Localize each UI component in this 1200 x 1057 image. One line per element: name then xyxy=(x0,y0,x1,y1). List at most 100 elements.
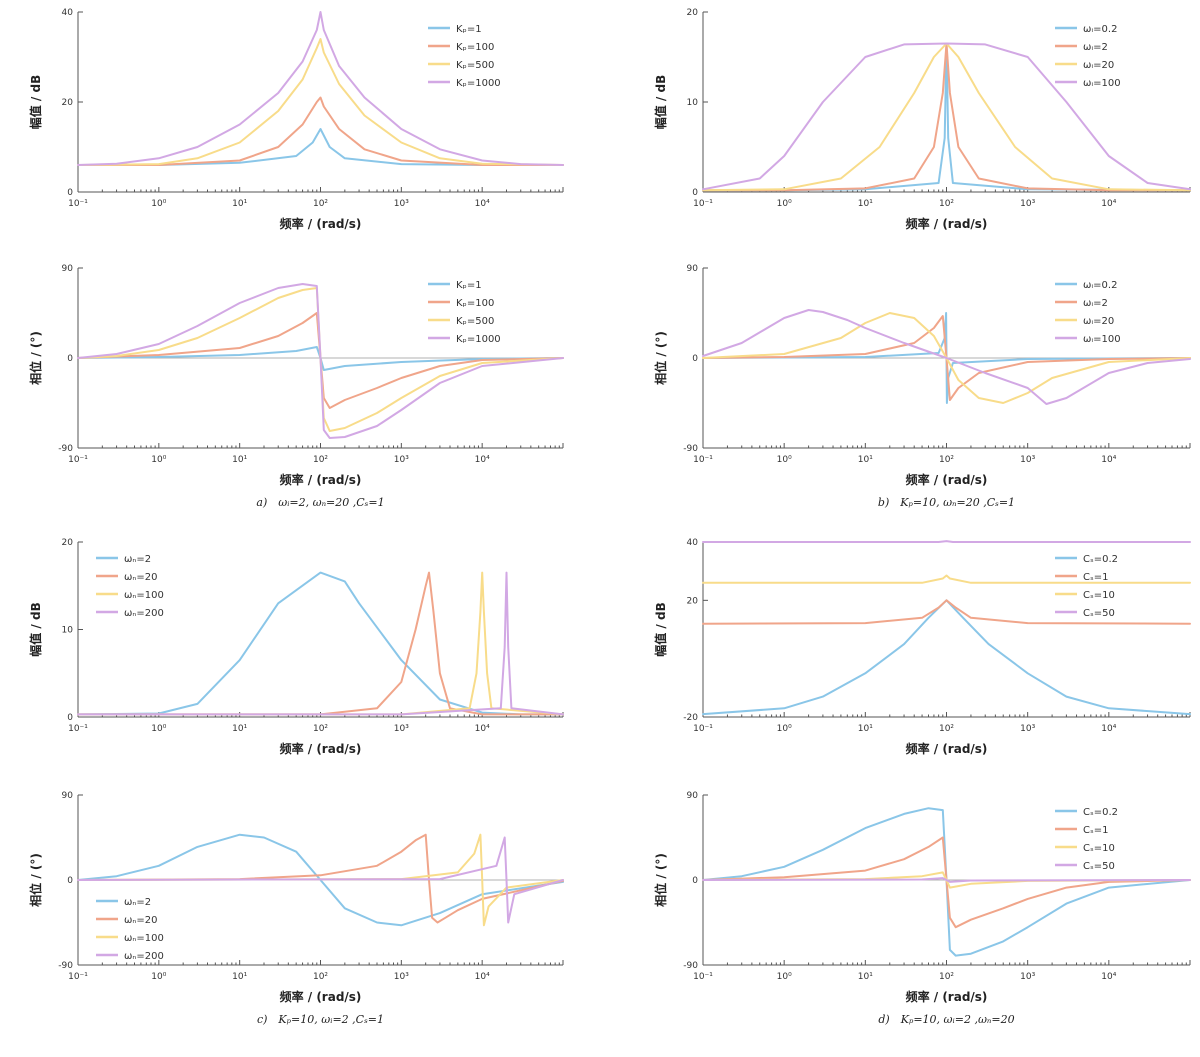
legend-label: Cₛ=0.2 xyxy=(1083,554,1118,565)
x-tick-label: 10² xyxy=(939,972,954,982)
legend-label: ωₙ=20 xyxy=(124,915,157,926)
chart-d-phase: 10⁻¹ 10⁰ 10¹ 10² 10³ 10⁴ 90 0 -90 频率 / (rad/s) 相位 … xyxy=(653,791,1191,1026)
y-tick-label: 0 xyxy=(67,188,73,198)
x-tick-label: 10⁻¹ xyxy=(693,199,713,209)
legend-label: Kₚ=500 xyxy=(456,60,494,71)
legend-label: ωᵢ=2 xyxy=(1083,298,1108,309)
legend-label: Cₛ=50 xyxy=(1083,861,1115,872)
x-tick-label: 10¹ xyxy=(232,455,247,465)
x-tick-label: 10⁰ xyxy=(777,455,792,465)
x-tick-label: 10⁴ xyxy=(475,972,490,982)
series-line xyxy=(702,599,1191,716)
x-tick-label: 10⁰ xyxy=(777,724,792,734)
x-tick-label: 10¹ xyxy=(858,972,873,982)
y-axis-label: 幅值 / dB xyxy=(653,602,668,656)
x-tick-label: 10¹ xyxy=(858,724,873,734)
y-axis-label: 幅值 / dB xyxy=(28,75,43,129)
series-line xyxy=(702,599,1191,625)
x-axis-label: 频率 / (rad/s) xyxy=(906,741,988,756)
x-tick-label: 10¹ xyxy=(232,724,247,734)
x-axis-label: 频率 / (rad/s) xyxy=(906,216,988,231)
legend-label: Cₛ=1 xyxy=(1083,825,1108,836)
y-tick-label: 0 xyxy=(67,713,73,723)
series-line xyxy=(77,833,564,927)
series-line xyxy=(77,38,564,166)
x-tick-label: 10⁴ xyxy=(1101,199,1116,209)
panel-caption: a) ωᵢ=2, ωₙ=20 ,Cₛ=1 xyxy=(256,496,384,509)
series-line xyxy=(77,571,564,716)
x-axis-label: 频率 / (rad/s) xyxy=(906,472,988,487)
y-tick-label: 90 xyxy=(687,264,699,274)
y-tick-label: -90 xyxy=(683,961,698,971)
legend-label: ωₙ=200 xyxy=(124,608,164,619)
x-tick-label: 10³ xyxy=(1020,972,1035,982)
legend-label: Cₛ=0.2 xyxy=(1083,807,1118,818)
x-tick-label: 10¹ xyxy=(858,199,873,209)
x-tick-label: 10² xyxy=(313,724,328,734)
chart-b-phase: 10⁻¹ 10⁰ 10¹ 10² 10³ 10⁴ 90 0 -90 频率 / (rad/s) 相位 … xyxy=(653,264,1191,509)
legend: ωₙ=2 ωₙ=20 ωₙ=100 ωₙ=200 xyxy=(96,897,164,962)
legend-label: ωₙ=200 xyxy=(124,951,164,962)
legend: Cₛ=0.2 Cₛ=1 Cₛ=10 Cₛ=50 xyxy=(1055,554,1118,619)
legend-label: ωᵢ=20 xyxy=(1083,60,1114,71)
y-axis-label: 幅值 / dB xyxy=(28,602,43,656)
legend-label: ωᵢ=100 xyxy=(1083,78,1121,89)
series-line xyxy=(77,283,564,439)
y-tick-label: 20 xyxy=(687,596,699,606)
x-tick-label: 10³ xyxy=(394,199,409,209)
x-tick-label: 10² xyxy=(313,199,328,209)
x-tick-label: 10³ xyxy=(1020,724,1035,734)
legend: ωₙ=2 ωₙ=20 ωₙ=100 ωₙ=200 xyxy=(96,554,164,619)
legend-label: ωₙ=100 xyxy=(124,590,164,601)
y-tick-label: 0 xyxy=(692,188,698,198)
series-line xyxy=(702,309,1191,405)
legend-label: Kₚ=500 xyxy=(456,316,494,327)
x-axis-label: 频率 / (rad/s) xyxy=(280,216,362,231)
panel-caption: c) Kₚ=10, ωᵢ=2 ,Cₛ=1 xyxy=(257,1013,384,1026)
legend-label: ωᵢ=20 xyxy=(1083,316,1114,327)
series-line xyxy=(77,312,564,409)
series-line xyxy=(702,42,1191,191)
x-tick-label: 10³ xyxy=(394,455,409,465)
x-tick-label: 10³ xyxy=(1020,455,1035,465)
series-line xyxy=(702,540,1191,543)
legend-label: ωᵢ=0.2 xyxy=(1083,24,1117,35)
chart-a-mag: 10⁻¹ 10⁰ 10¹ 10² 10³ 10⁴ 0 20 40 频率 / (rad/s) 幅值 /… xyxy=(28,8,564,231)
series-line xyxy=(77,11,564,166)
x-tick-label: 10⁴ xyxy=(1101,724,1116,734)
x-tick-label: 10⁰ xyxy=(777,972,792,982)
y-tick-label: -90 xyxy=(683,444,698,454)
chart-d-mag: 10⁻¹ 10⁰ 10¹ 10² 10³ 10⁴ -20 20 40 频率 / (rad/s) 幅值… xyxy=(653,538,1191,756)
legend-label: ωᵢ=0.2 xyxy=(1083,280,1117,291)
x-tick-label: 10⁴ xyxy=(475,199,490,209)
series-line xyxy=(77,571,564,716)
legend: Cₛ=0.2 Cₛ=1 Cₛ=10 Cₛ=50 xyxy=(1055,807,1118,872)
x-tick-label: 10⁴ xyxy=(475,455,490,465)
x-tick-label: 10³ xyxy=(394,724,409,734)
x-tick-label: 10² xyxy=(313,455,328,465)
x-tick-label: 10² xyxy=(939,455,954,465)
x-tick-label: 10⁰ xyxy=(151,724,166,734)
x-axis-label: 频率 / (rad/s) xyxy=(280,472,362,487)
series-line xyxy=(77,833,564,927)
legend-label: Kₚ=1000 xyxy=(456,334,501,345)
x-tick-label: 10² xyxy=(313,972,328,982)
x-axis-label: 频率 / (rad/s) xyxy=(280,989,362,1004)
legend-label: ωₙ=2 xyxy=(124,554,151,565)
y-tick-label: 0 xyxy=(67,876,73,886)
x-tick-label: 10⁻¹ xyxy=(68,724,88,734)
x-tick-label: 10⁻¹ xyxy=(68,455,88,465)
x-tick-label: 10⁰ xyxy=(151,199,166,209)
chart-b-mag: 10⁻¹ 10⁰ 10¹ 10² 10³ 10⁴ 0 10 20 频率 / (rad/s) 幅值 /… xyxy=(653,8,1191,231)
y-tick-label: 10 xyxy=(687,98,699,108)
x-tick-label: 10⁻¹ xyxy=(68,199,88,209)
legend-label: Kₚ=1 xyxy=(456,24,482,35)
panel-caption: d) Kₚ=10, ωᵢ=2 ,ωₙ=20 xyxy=(878,1013,1014,1026)
legend-label: Kₚ=100 xyxy=(456,298,494,309)
x-tick-label: 10⁻¹ xyxy=(693,455,713,465)
y-tick-label: 20 xyxy=(62,538,74,548)
y-axis-label: 相位 / (°) xyxy=(653,331,668,385)
x-axis-label: 频率 / (rad/s) xyxy=(280,741,362,756)
y-tick-label: 20 xyxy=(62,98,74,108)
